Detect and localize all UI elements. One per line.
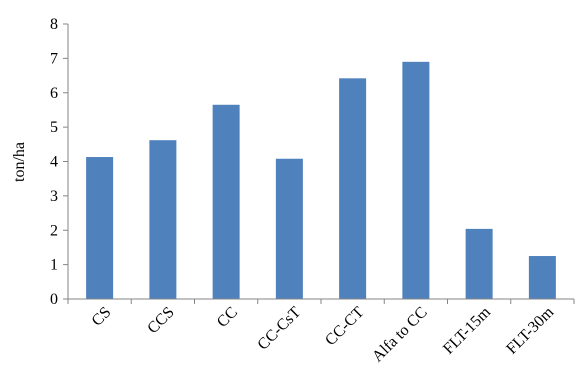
axes bbox=[67, 24, 574, 300]
bar-cc-cst bbox=[275, 158, 303, 299]
x-tick-label: CC-CT bbox=[322, 304, 367, 349]
y-tick-label: 4 bbox=[50, 154, 58, 171]
x-tick-label: FLT-30m bbox=[503, 303, 557, 357]
bar-cc-ct bbox=[339, 78, 367, 299]
bar-flt-15m bbox=[465, 228, 493, 299]
bar-alfa-to-cc bbox=[402, 61, 430, 299]
y-tick-label: 1 bbox=[50, 257, 58, 274]
x-tick-label: CC bbox=[214, 304, 241, 331]
y-tick-label: 2 bbox=[50, 222, 58, 239]
bar-ccs bbox=[149, 140, 177, 299]
y-axis-title: ton/ha bbox=[11, 142, 28, 182]
y-tick-label: 5 bbox=[50, 119, 58, 136]
y-tick-label: 6 bbox=[50, 85, 58, 102]
y-tick-label: 0 bbox=[50, 291, 58, 308]
y-axis-ticks: 0 1 2 3 4 5 6 7 8 bbox=[50, 16, 68, 308]
x-tick-label: Alfa to CC bbox=[369, 304, 431, 366]
x-tick-label: FLT-15m bbox=[440, 303, 494, 357]
y-tick-label: 7 bbox=[50, 50, 58, 67]
y-tick-label: 3 bbox=[50, 188, 58, 205]
bars bbox=[86, 61, 556, 299]
bar-cs bbox=[86, 157, 114, 299]
x-axis-ticks: CS CCS CC CC-CsT CC-CT Alfa to CC FLT-15m FLT-3… bbox=[67, 299, 575, 366]
y-tick-label: 8 bbox=[50, 16, 58, 33]
x-tick-label: CCS bbox=[144, 304, 177, 337]
bar-flt-30m bbox=[528, 256, 556, 299]
x-tick-label: CS bbox=[89, 304, 115, 330]
x-tick-label: CC-CsT bbox=[254, 304, 304, 354]
bar-cc bbox=[212, 104, 240, 299]
